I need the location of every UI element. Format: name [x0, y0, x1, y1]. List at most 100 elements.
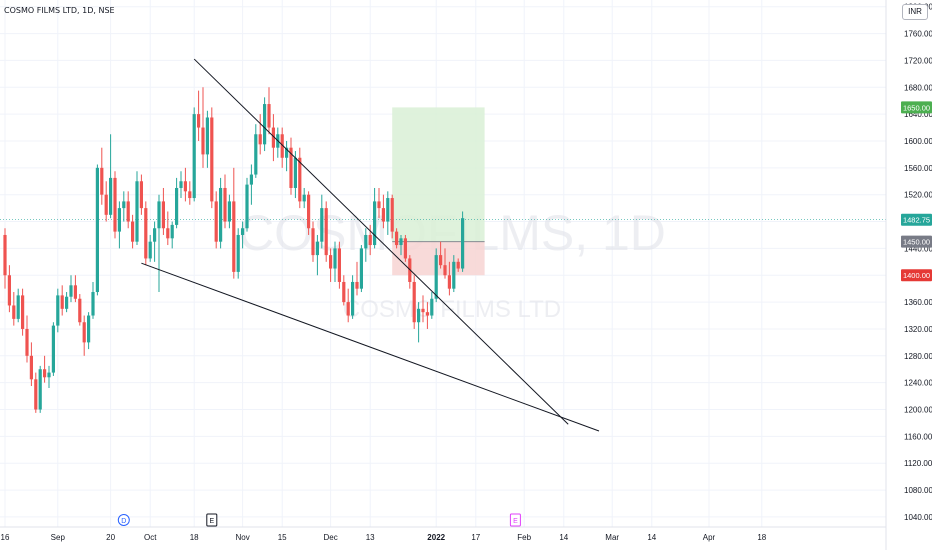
candle	[342, 275, 346, 306]
candle-body	[399, 238, 403, 246]
candle	[324, 201, 328, 262]
candle-body	[461, 218, 465, 269]
candle-body	[359, 248, 363, 289]
candle	[430, 292, 434, 319]
candle	[443, 248, 447, 279]
candle	[188, 181, 192, 205]
candle	[170, 221, 174, 249]
candle	[210, 107, 214, 209]
candle-body	[439, 255, 443, 266]
time-tick-label: 15	[278, 533, 287, 542]
candle-body	[271, 127, 275, 148]
price-label-box	[901, 213, 932, 226]
candle-body	[377, 201, 381, 209]
candle-body	[381, 208, 385, 222]
marker-earnings[interactable]: E	[206, 513, 218, 527]
candle	[3, 228, 7, 289]
candle	[298, 147, 302, 209]
candle-body	[223, 187, 227, 222]
candle	[245, 177, 249, 232]
candle-body	[122, 201, 126, 209]
candle	[359, 245, 363, 293]
candle-body	[430, 298, 434, 316]
time-tick-label: 13	[366, 533, 375, 542]
position-tool[interactable]	[0, 107, 886, 276]
candle	[7, 265, 11, 313]
candle-body	[386, 198, 390, 222]
candle	[223, 174, 227, 229]
time-axis[interactable]: 16 Sep 20 Oct 18 Nov 15 Dec 13 2022 17 Feb 14 Mar 14 Ap…	[0, 526, 886, 542]
candle-body	[214, 201, 218, 242]
candle-body	[148, 241, 152, 259]
candle-body	[395, 231, 399, 246]
price-tick-label: 1120.00	[904, 459, 932, 468]
candle-body	[263, 104, 267, 145]
candle	[381, 194, 385, 229]
candle-body	[126, 201, 130, 222]
time-tick-label: Oct	[144, 533, 157, 542]
candle	[153, 221, 157, 262]
candle-body	[197, 114, 201, 128]
candle	[267, 87, 271, 135]
candle-body	[179, 181, 183, 188]
candle-body	[267, 104, 271, 128]
marker-future-earnings[interactable]: E	[509, 513, 521, 527]
marker-letter: D	[121, 518, 126, 525]
time-tick-label: 14	[559, 533, 568, 542]
marker-dividend[interactable]: D	[117, 514, 130, 526]
candle	[315, 234, 319, 276]
candle	[56, 288, 60, 333]
candle-body	[87, 315, 91, 343]
price-tick-label: 1560.00	[904, 164, 932, 173]
trendlines[interactable]	[141, 58, 600, 432]
currency-badge[interactable]: INR	[902, 4, 928, 20]
candle	[25, 315, 29, 363]
watermark-sub: COSMO FILMS LTD	[343, 296, 561, 323]
candle-body	[7, 275, 11, 306]
candle	[249, 164, 253, 205]
marker-badge	[206, 513, 218, 527]
candle	[109, 134, 113, 219]
candle	[122, 191, 126, 222]
candle-body	[139, 181, 143, 209]
candle	[104, 181, 108, 222]
candle	[333, 241, 337, 282]
price-tick-label: 1240.00	[904, 379, 932, 388]
candle	[307, 191, 311, 235]
candle	[421, 295, 425, 323]
candle-body	[417, 308, 421, 323]
candle-body	[210, 117, 214, 202]
price-tick-label: 1320.00	[904, 325, 932, 334]
candle-body	[324, 208, 328, 256]
candle	[21, 288, 25, 336]
price-tick-label: 1440.00	[904, 244, 932, 253]
candle-body	[364, 234, 368, 249]
candle	[280, 127, 284, 168]
marker-badge	[509, 513, 521, 527]
candle-body	[51, 325, 55, 373]
candle-body	[192, 114, 196, 199]
marker-letter: E	[209, 518, 214, 525]
price-label-current: 1482.75	[901, 213, 932, 226]
candle	[100, 147, 104, 205]
candle-body	[249, 174, 253, 185]
price-tick-label: 1360.00	[904, 298, 932, 307]
time-tick-label: Dec	[323, 533, 337, 542]
candle	[219, 177, 223, 249]
candle	[38, 365, 42, 413]
candle	[144, 201, 148, 266]
symbol-header[interactable]: COSMO FILMS LTD, 1D, NSE	[4, 6, 115, 15]
candle-body	[403, 238, 407, 259]
candle	[91, 281, 95, 319]
candle	[16, 288, 20, 323]
candle-body	[258, 134, 262, 145]
candle	[258, 114, 262, 155]
candle	[346, 288, 350, 323]
candle-body	[315, 241, 319, 256]
price-label-stop: 1400.00	[901, 269, 932, 282]
candle	[241, 221, 245, 249]
candle-body	[227, 201, 231, 222]
